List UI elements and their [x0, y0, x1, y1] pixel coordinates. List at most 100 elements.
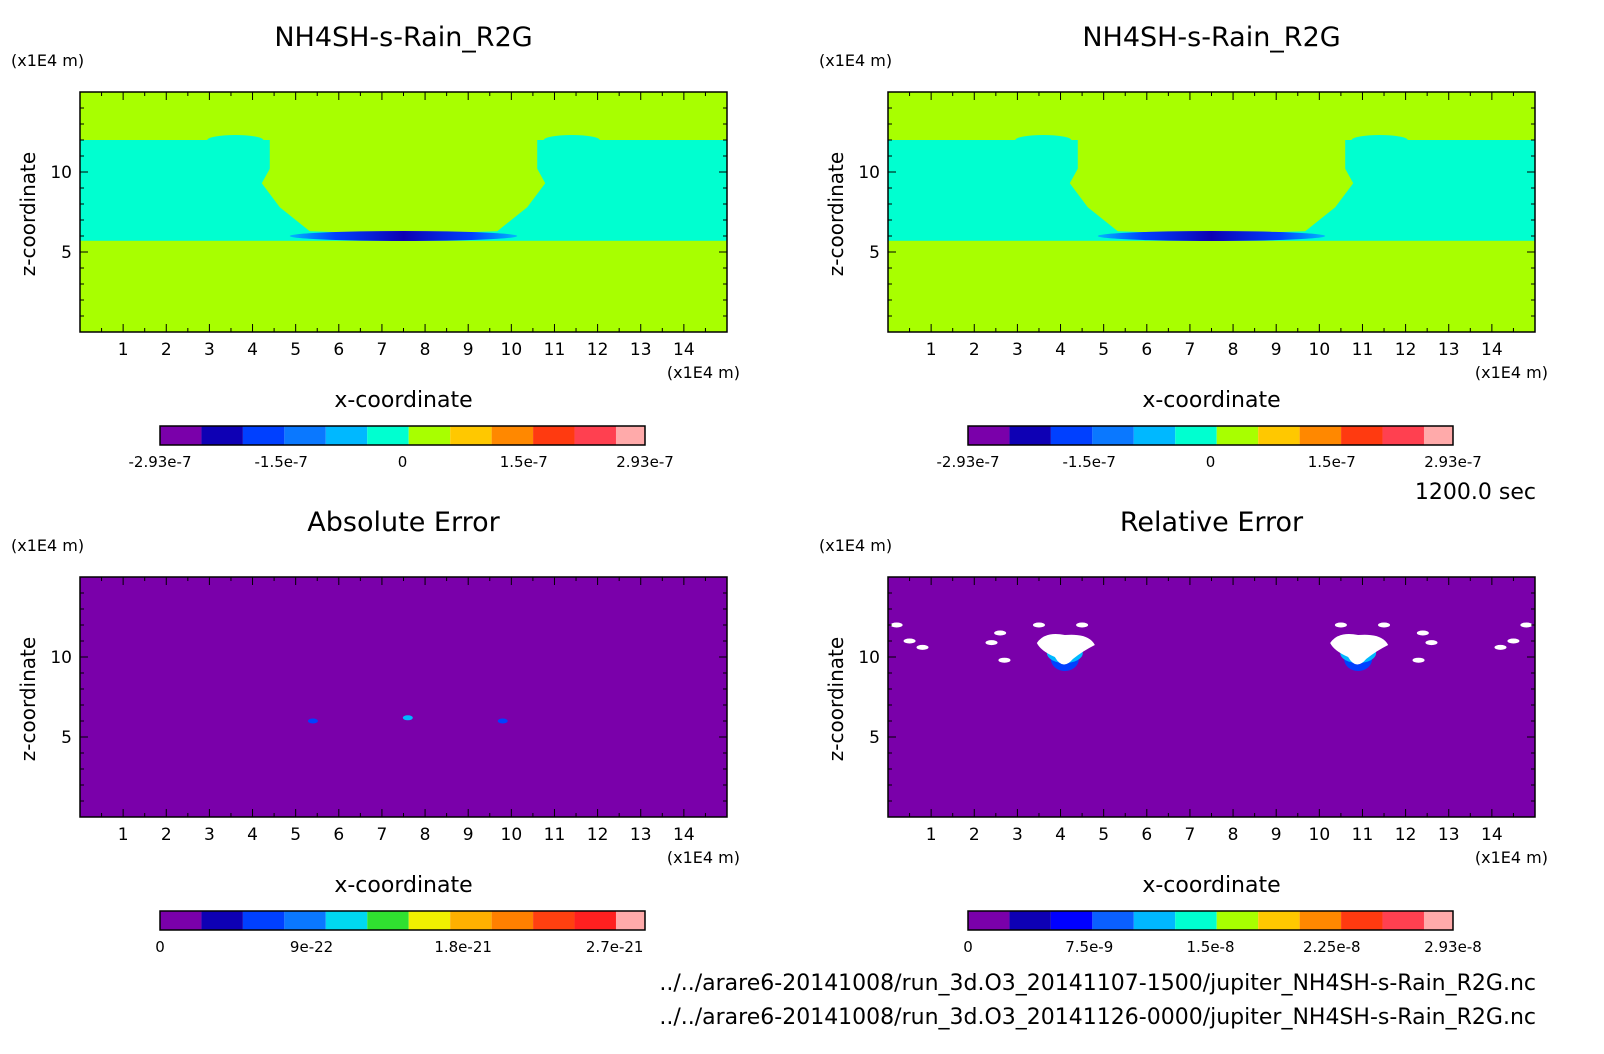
x-tick-label: 12: [1395, 825, 1417, 845]
tick-marks: [888, 92, 1535, 332]
colorbar-label: 0: [155, 938, 165, 956]
error-spot: [1507, 638, 1520, 644]
x-tick-label: 5: [1098, 825, 1109, 845]
x-tick-label: 12: [587, 340, 609, 360]
x-tick-label: 10: [501, 340, 523, 360]
colorbar-label: -2.93e-7: [937, 453, 1000, 471]
colorbar-swatch: [1175, 911, 1217, 930]
colorbar-swatch: [968, 426, 1010, 445]
x-tick-label: 4: [247, 340, 258, 360]
x-tick-label: 1: [118, 340, 129, 360]
y-tick-label: 5: [61, 243, 72, 263]
colorbar-swatch: [450, 426, 492, 445]
negative-core: [1097, 231, 1326, 241]
tick-marks: [888, 577, 1535, 817]
colorbar-label: 7.5e-9: [1065, 938, 1113, 956]
colorbar-label: -1.5e-7: [1063, 453, 1116, 471]
colorbar-swatch: [1009, 911, 1051, 930]
x-tick-label: 1: [926, 825, 937, 845]
colorbar-swatch: [1050, 426, 1093, 445]
x-tick-label: 3: [204, 825, 215, 845]
colorbar-swatch: [574, 426, 616, 445]
x-tick-label: 14: [1481, 825, 1503, 845]
x-tick-label: 13: [630, 825, 652, 845]
colorbar-swatch: [1050, 911, 1093, 930]
y-tick-label: 10: [50, 648, 72, 668]
colorbar-label: -1.5e-7: [255, 453, 308, 471]
plot-area: [888, 92, 1535, 332]
colorbar-label: 0: [398, 453, 408, 471]
x-tick-label: 6: [1141, 340, 1152, 360]
colorbar-swatch: [408, 426, 451, 445]
colorbar-swatch: [1216, 911, 1259, 930]
colorbar-swatch: [408, 911, 451, 930]
error-spot: [903, 638, 916, 644]
x-tick-label: 9: [463, 340, 474, 360]
colorbar-label: 9e-22: [290, 938, 333, 956]
colorbar-swatch: [1175, 426, 1217, 445]
x-tick-label: 5: [290, 825, 301, 845]
colorbar-frame: [159, 425, 646, 446]
error-spot: [1334, 622, 1347, 628]
colorbar-swatch: [1299, 911, 1342, 930]
colorbar: -2.93e-7 -1.5e-7 0 1.5e-7 2.93e-7: [937, 425, 1482, 471]
cap-bump: [1015, 135, 1072, 145]
error-spot: [1412, 657, 1425, 663]
field-background: [80, 577, 727, 817]
error-spot: [1076, 622, 1089, 628]
colorbar-swatch: [1341, 426, 1383, 445]
x-tick-label: 5: [290, 340, 301, 360]
y-tick-label: 5: [869, 243, 880, 263]
error-spot: [1032, 622, 1045, 628]
error-spot: [994, 630, 1007, 636]
error-spot: [1425, 640, 1438, 646]
x-tick-label: 12: [587, 825, 609, 845]
y-tick-label: 5: [869, 728, 880, 748]
x-tick-label: 3: [204, 340, 215, 360]
x-tick-label: 13: [1438, 825, 1460, 845]
x-tick-label: 7: [377, 340, 388, 360]
colorbar-swatch: [201, 911, 243, 930]
colorbar-frame: [967, 910, 1454, 931]
x-tick-label: 13: [630, 340, 652, 360]
file-path-1: ../../arare6-20141008/run_3d.O3_20141107…: [659, 971, 1536, 996]
colorbar-swatch: [615, 426, 645, 445]
x-tick-label: 1: [926, 340, 937, 360]
x-tick-label: 3: [1012, 825, 1023, 845]
x-tick-label: 6: [333, 825, 344, 845]
x-tick-label: 4: [1055, 825, 1066, 845]
colorbar-swatch: [1258, 426, 1300, 445]
error-spot: [998, 657, 1011, 663]
plot-area: [80, 577, 727, 817]
error-spot: [1494, 644, 1507, 650]
x-tick-label: 5: [1098, 340, 1109, 360]
error-spot: [307, 718, 318, 724]
x-tick-label: 14: [673, 340, 695, 360]
colorbar-swatch: [325, 911, 368, 930]
x-tick-label: 8: [1228, 825, 1239, 845]
colorbar-swatch: [1133, 426, 1176, 445]
colorbar-label: 2.93e-7: [1424, 453, 1482, 471]
chart-title: NH4SH-s-Rain_R2G: [274, 22, 532, 53]
colorbar-label: 2.93e-7: [616, 453, 674, 471]
updraft-column: [261, 140, 546, 235]
colorbar-swatch: [1341, 911, 1383, 930]
colorbar-swatch: [367, 426, 409, 445]
x-tick-label: 11: [544, 825, 566, 845]
colorbar-swatch: [160, 911, 202, 930]
error-blob: [1330, 634, 1389, 665]
error-spot: [402, 715, 413, 721]
y-unit-label: (x1E4 m): [11, 536, 84, 555]
colorbar-swatch: [574, 911, 616, 930]
colorbar-swatch: [1092, 426, 1134, 445]
error-spot: [916, 644, 929, 650]
x-tick-label: 4: [247, 825, 258, 845]
error-spot: [890, 622, 903, 628]
x-axis-label: x-coordinate: [1142, 388, 1280, 413]
time-label: 1200.0 sec: [1415, 480, 1536, 505]
cap-bump: [1351, 135, 1408, 145]
colorbar-swatch: [284, 911, 326, 930]
colorbar-swatch: [242, 911, 285, 930]
x-tick-label: 10: [1309, 825, 1331, 845]
